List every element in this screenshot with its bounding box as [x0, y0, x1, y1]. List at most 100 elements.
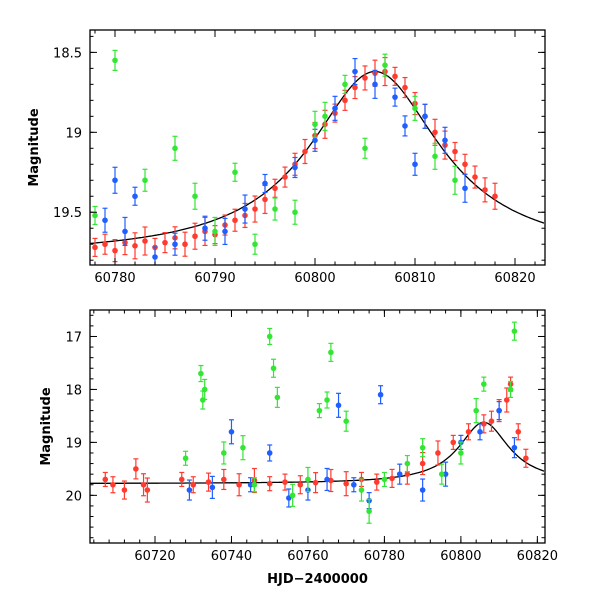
data-point [481, 376, 487, 392]
data-point [122, 216, 128, 247]
data-point [202, 215, 208, 241]
data-point [322, 101, 328, 131]
data-point [422, 103, 428, 129]
data-point [232, 208, 238, 232]
x-axis-label: HJD−2400000 [267, 572, 368, 587]
data-point [240, 435, 246, 461]
data-point [324, 467, 330, 492]
data-point [172, 135, 178, 161]
data-point [419, 478, 426, 502]
data-point [192, 182, 198, 210]
data-point [496, 401, 502, 421]
data-point [472, 165, 478, 189]
data-point [412, 95, 418, 121]
data-point [477, 423, 483, 441]
data-point [144, 477, 151, 503]
data-point [274, 386, 281, 408]
y-tick-label: 19 [65, 126, 82, 141]
data-point [488, 410, 495, 432]
data-points [92, 49, 498, 265]
data-point [232, 162, 238, 182]
data-point [328, 342, 334, 362]
data-point [286, 488, 292, 508]
data-point [511, 437, 518, 459]
data-point [212, 216, 218, 247]
plot-frame [89, 309, 546, 544]
data-point [182, 231, 188, 257]
y-tick-label: 19 [65, 436, 82, 451]
data-point [442, 126, 448, 154]
data-point [252, 195, 258, 223]
x-tick-label: 60740 [211, 549, 252, 564]
data-point [362, 65, 368, 91]
data-point [511, 321, 518, 341]
y-tick-label: 19.5 [53, 206, 82, 221]
data-points [102, 321, 529, 524]
data-point [266, 476, 273, 492]
data-point [282, 473, 288, 491]
data-point [389, 468, 395, 488]
data-point [186, 479, 193, 501]
data-point [178, 471, 185, 488]
plot-frame [89, 29, 546, 266]
x-tick-label: 60820 [494, 271, 535, 286]
data-point [121, 480, 128, 500]
data-point [182, 450, 189, 466]
data-point [419, 438, 426, 458]
data-point [102, 233, 108, 255]
data-point [198, 364, 204, 383]
data-point [402, 115, 408, 137]
data-point [289, 483, 296, 507]
data-point [312, 472, 319, 494]
data-point [201, 378, 208, 401]
data-point [102, 471, 109, 488]
data-point [432, 118, 438, 146]
data-point [112, 49, 118, 71]
x-tick-label: 60800 [294, 271, 335, 286]
data-point [172, 232, 178, 256]
data-point [302, 138, 308, 165]
x-tick-label: 60720 [134, 549, 175, 564]
data-point [432, 142, 438, 170]
data-point [152, 246, 158, 265]
data-point [392, 66, 398, 86]
data-point [452, 165, 458, 195]
x-tick-label: 60780 [94, 271, 135, 286]
data-point [404, 454, 411, 473]
data-point [382, 53, 388, 77]
data-point [297, 475, 304, 495]
data-point [102, 207, 108, 233]
data-point [162, 232, 168, 254]
data-point [358, 478, 365, 502]
data-point [362, 137, 368, 159]
data-point [221, 468, 227, 491]
data-point [316, 403, 323, 419]
data-point [192, 222, 198, 250]
x-tick-label: 60790 [194, 271, 235, 286]
data-point [462, 173, 468, 203]
y-tick-label: 20 [65, 489, 82, 504]
data-point [92, 237, 98, 258]
data-point [142, 168, 148, 192]
data-point [507, 380, 514, 399]
data-point [242, 194, 248, 224]
data-point [266, 327, 273, 346]
data-point [292, 199, 298, 225]
y-tick-label: 18.5 [53, 46, 82, 61]
y-axis-label: Magnitude [39, 387, 54, 466]
data-point [251, 477, 258, 493]
data-point [133, 458, 139, 480]
data-point [272, 197, 278, 221]
data-point [452, 141, 458, 162]
x-tick-label: 60820 [517, 549, 558, 564]
data-point [473, 398, 479, 424]
data-point [262, 173, 268, 194]
data-point [372, 69, 378, 99]
data-point [450, 434, 457, 450]
data-point [324, 391, 330, 409]
data-point [342, 74, 348, 94]
data-point [266, 444, 273, 462]
y-tick-label: 18 [65, 383, 82, 398]
data-point [462, 153, 468, 175]
